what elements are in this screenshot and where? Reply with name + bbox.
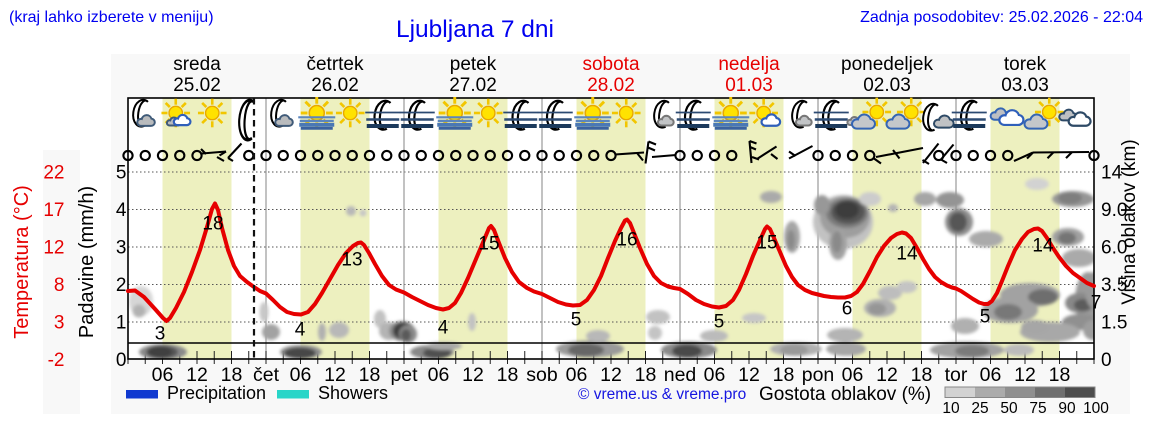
svg-text:100: 100 [1083, 400, 1109, 417]
svg-text:1: 1 [116, 313, 127, 334]
svg-text:03.03: 03.03 [1001, 75, 1049, 96]
svg-text:14: 14 [1032, 236, 1054, 257]
svg-text:tor: tor [945, 364, 968, 386]
svg-text:-2: -2 [48, 350, 65, 371]
svg-text:06: 06 [704, 364, 726, 386]
svg-text:Precipitation: Precipitation [167, 383, 266, 403]
svg-text:© vreme.us & vreme.pro: © vreme.us & vreme.pro [578, 386, 746, 403]
svg-text:7: 7 [1091, 293, 1102, 314]
svg-text:18: 18 [497, 364, 519, 386]
svg-text:12: 12 [186, 364, 208, 386]
svg-text:02.03: 02.03 [863, 75, 911, 96]
svg-text:5: 5 [116, 163, 127, 184]
svg-text:06: 06 [566, 364, 588, 386]
svg-text:10: 10 [942, 400, 960, 417]
svg-text:ned: ned [664, 364, 697, 386]
svg-text:sreda: sreda [173, 54, 221, 75]
svg-text:9.0: 9.0 [1101, 200, 1127, 221]
svg-text:18: 18 [911, 364, 933, 386]
svg-text:15: 15 [478, 234, 499, 255]
svg-text:Padavine (mm/h): Padavine (mm/h) [76, 186, 98, 338]
svg-text:Zadnja posodobitev: 25.02.2026: Zadnja posodobitev: 25.02.2026 - 22:04 [860, 9, 1143, 26]
svg-text:12: 12 [1014, 364, 1036, 386]
svg-text:0: 0 [1101, 350, 1112, 371]
svg-text:26.02: 26.02 [311, 75, 359, 96]
svg-text:četrtek: četrtek [306, 54, 364, 75]
svg-text:12: 12 [600, 364, 622, 386]
svg-text:06: 06 [428, 364, 450, 386]
svg-text:18: 18 [221, 364, 243, 386]
svg-text:Showers: Showers [318, 383, 388, 403]
svg-text:12: 12 [43, 238, 64, 259]
svg-text:Gostota oblakov (%): Gostota oblakov (%) [759, 384, 931, 405]
svg-text:18: 18 [773, 364, 795, 386]
svg-text:sob: sob [526, 364, 558, 386]
svg-text:75: 75 [1029, 400, 1046, 417]
svg-text:22: 22 [43, 163, 64, 184]
svg-text:1.5: 1.5 [1101, 313, 1127, 334]
svg-text:5: 5 [571, 310, 582, 331]
svg-text:čet: čet [253, 364, 280, 386]
svg-text:27.02: 27.02 [449, 75, 497, 96]
svg-text:17: 17 [43, 200, 64, 221]
svg-text:ponedeljek: ponedeljek [841, 54, 933, 75]
svg-text:petek: petek [450, 54, 497, 75]
svg-text:4: 4 [438, 318, 449, 339]
svg-text:3: 3 [116, 238, 127, 259]
svg-text:3: 3 [155, 324, 166, 345]
svg-text:3: 3 [54, 313, 65, 334]
svg-text:pon: pon [802, 364, 835, 386]
svg-text:06: 06 [152, 364, 174, 386]
svg-text:25: 25 [971, 400, 988, 417]
svg-text:18: 18 [359, 364, 381, 386]
svg-text:pet: pet [390, 364, 418, 386]
svg-text:2: 2 [116, 275, 127, 296]
svg-text:5: 5 [714, 312, 725, 333]
svg-text:50: 50 [1000, 400, 1018, 417]
svg-text:01.03: 01.03 [725, 75, 773, 96]
svg-text:12: 12 [876, 364, 898, 386]
svg-text:28.02: 28.02 [587, 75, 635, 96]
svg-text:90: 90 [1058, 400, 1076, 417]
svg-text:12: 12 [324, 364, 346, 386]
svg-text:Višina oblakov (km): Višina oblakov (km) [1119, 139, 1140, 304]
svg-text:15: 15 [756, 233, 777, 254]
svg-text:nedelja: nedelja [718, 54, 780, 75]
svg-text:16: 16 [616, 230, 637, 251]
svg-text:4: 4 [116, 200, 127, 221]
svg-text:Ljubljana 7 dni: Ljubljana 7 dni [396, 16, 554, 43]
svg-text:18: 18 [635, 364, 657, 386]
svg-text:4: 4 [295, 320, 306, 341]
svg-text:3.5: 3.5 [1101, 275, 1127, 296]
svg-text:14: 14 [896, 244, 918, 265]
svg-text:14: 14 [1101, 163, 1123, 184]
svg-text:8: 8 [54, 275, 65, 296]
svg-text:6.0: 6.0 [1101, 238, 1127, 259]
svg-text:18: 18 [1049, 364, 1071, 386]
svg-text:18: 18 [202, 214, 223, 235]
svg-text:06: 06 [842, 364, 864, 386]
svg-text:torek: torek [1004, 54, 1047, 75]
svg-text:Temperatura (°C): Temperatura (°C) [11, 185, 33, 339]
svg-text:6: 6 [842, 299, 853, 320]
svg-text:5: 5 [980, 307, 991, 328]
svg-text:12: 12 [738, 364, 760, 386]
svg-text:06: 06 [980, 364, 1002, 386]
svg-text:sobota: sobota [582, 54, 639, 75]
svg-text:13: 13 [341, 250, 362, 271]
svg-text:25.02: 25.02 [173, 75, 221, 96]
svg-text:06: 06 [290, 364, 312, 386]
svg-text:0: 0 [116, 350, 127, 371]
svg-text:(kraj lahko izberete v meniju): (kraj lahko izberete v meniju) [9, 9, 214, 26]
svg-text:12: 12 [462, 364, 484, 386]
